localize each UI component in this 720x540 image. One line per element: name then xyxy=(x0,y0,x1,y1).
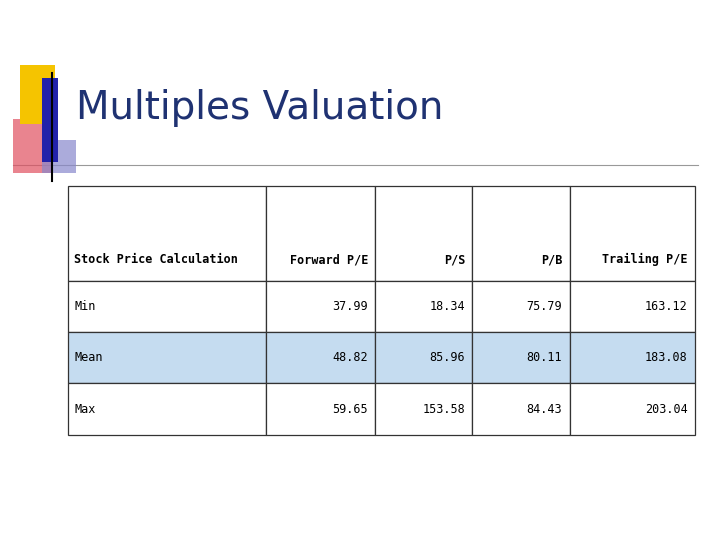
Text: Min: Min xyxy=(74,300,96,313)
Text: 84.43: 84.43 xyxy=(527,402,562,416)
Text: 203.04: 203.04 xyxy=(645,402,688,416)
Text: 59.65: 59.65 xyxy=(333,402,368,416)
Text: Stock Price Calculation: Stock Price Calculation xyxy=(74,253,238,266)
Text: 37.99: 37.99 xyxy=(333,300,368,313)
Text: 183.08: 183.08 xyxy=(645,351,688,364)
Text: 85.96: 85.96 xyxy=(430,351,465,364)
Text: Max: Max xyxy=(74,402,96,416)
Text: Forward P/E: Forward P/E xyxy=(289,253,368,266)
Text: P/B: P/B xyxy=(541,253,562,266)
Text: P/S: P/S xyxy=(444,253,465,266)
Text: 163.12: 163.12 xyxy=(645,300,688,313)
Text: Multiples Valuation: Multiples Valuation xyxy=(76,89,443,127)
Text: 18.34: 18.34 xyxy=(430,300,465,313)
Text: 153.58: 153.58 xyxy=(423,402,465,416)
Text: 75.79: 75.79 xyxy=(527,300,562,313)
Text: Trailing P/E: Trailing P/E xyxy=(602,253,688,266)
Text: Mean: Mean xyxy=(74,351,103,364)
Text: 80.11: 80.11 xyxy=(527,351,562,364)
Text: 48.82: 48.82 xyxy=(333,351,368,364)
